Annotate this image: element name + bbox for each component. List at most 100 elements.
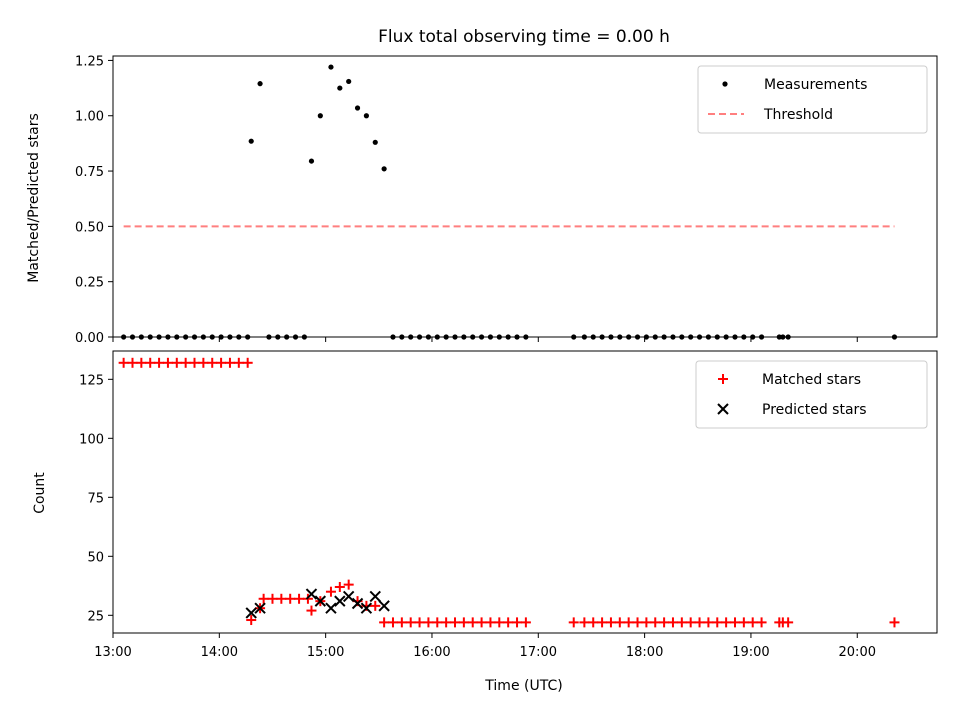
measurement-point [608,334,614,340]
measurement-point [590,334,596,340]
measurement-point [434,334,440,340]
matched-star-marker [485,617,496,628]
predicted-star-marker [305,588,318,600]
measurement-point [390,334,396,340]
bottom-y-tick-label: 75 [87,491,104,506]
matched-star-marker [614,617,625,628]
predicted-star-marker [351,597,364,610]
matched-star-marker [712,617,723,628]
measurement-point [301,334,307,340]
top-y-tick-label: 1.25 [75,54,104,69]
matched-star-marker [276,593,287,604]
matched-star-marker [747,617,758,628]
measurement-point [571,334,577,340]
matched-star-marker [659,617,670,628]
matched-star-marker [285,593,296,604]
matched-star-marker [458,617,469,628]
measurement-point [121,334,127,340]
measurement-point [227,334,233,340]
legend-matched-swatch [718,374,728,384]
measurement-point [688,334,694,340]
matched-star-marker [118,357,129,368]
measurement-point [780,334,786,340]
matched-star-marker [267,593,278,604]
measurement-point [470,334,476,340]
matched-star-marker [605,617,616,628]
matched-star-marker [667,617,678,628]
measurement-point [758,334,765,340]
measurement-point [478,334,485,340]
x-tick-label: 20:00 [839,645,876,660]
measurement-point [408,334,414,340]
measurement-point [183,334,189,340]
top-y-tick-label: 0.75 [75,165,104,180]
matched-star-marker [198,357,209,368]
measurement-point [643,334,649,340]
measurement-point [505,334,511,340]
bottom-legend-box [695,360,928,429]
matched-star-marker [441,617,452,628]
measurement-point [308,158,315,164]
bottom-y-tick-label: 50 [87,550,104,565]
matched-star-marker [334,581,345,592]
measurement-point [750,334,756,340]
matched-star-marker [432,617,443,628]
measurement-point [399,334,405,340]
measurement-point [354,105,361,111]
x-tick-label: 16:00 [413,645,450,660]
matched-star-marker [729,617,740,628]
measurement-point [714,334,720,340]
measurement-point [165,334,171,340]
matched-star-marker [379,617,390,628]
matched-star-marker [414,617,425,628]
predicted-star-marker [325,602,337,614]
measurement-point [248,138,254,144]
top-y-tick-label: 0.50 [75,220,104,235]
x-axis-label: Time (UTC) [484,678,562,694]
matched-star-marker [343,579,354,590]
measurement-point [732,334,738,340]
measurement-point [523,334,529,340]
matched-star-marker [450,617,461,628]
matched-star-marker [294,593,305,604]
bottom-y-tick-label: 25 [87,609,104,624]
bottom-legend: Matched stars Predicted stars [695,360,928,429]
x-tick-label: 13:00 [94,645,131,660]
measurement-point [275,334,281,340]
measurement-point [337,85,343,91]
top-plot: 0.00 0.25 0.50 0.75 1.00 1.25 Measurements Thre… [75,54,938,346]
measurement-point [174,334,180,340]
matched-star-marker [370,600,381,611]
bottom-y-tick-label: 100 [79,432,104,447]
matched-star-marker [641,617,652,628]
measurement-point [461,334,467,340]
matched-star-marker [756,617,767,628]
measurement-point [156,334,162,340]
predicted-star-marker [314,595,327,607]
measurement-point [372,139,378,145]
measurement-point [328,64,334,70]
measurement-point [679,334,685,340]
matched-star-marker [171,357,182,368]
measurement-point [487,334,494,340]
matched-star-marker [623,617,634,628]
matched-star-marker [783,617,794,628]
matched-star-marker [233,357,244,368]
matched-star-marker [520,617,531,628]
measurement-point [723,334,729,340]
matched-star-marker [579,617,590,628]
measurement-point [617,334,623,340]
matched-star-marker [136,357,147,368]
x-tick-label: 17:00 [520,645,557,660]
measurement-point [245,334,251,340]
x-tick-label: 18:00 [626,645,663,660]
measurement-point [634,334,641,340]
matched-star-marker [242,357,253,368]
measurement-point [209,334,215,340]
measurement-point [257,81,263,87]
measurement-point [661,334,667,340]
measurement-point [266,334,272,340]
matched-star-marker [162,357,173,368]
matched-star-marker [568,617,579,628]
measurement-point [443,334,449,340]
